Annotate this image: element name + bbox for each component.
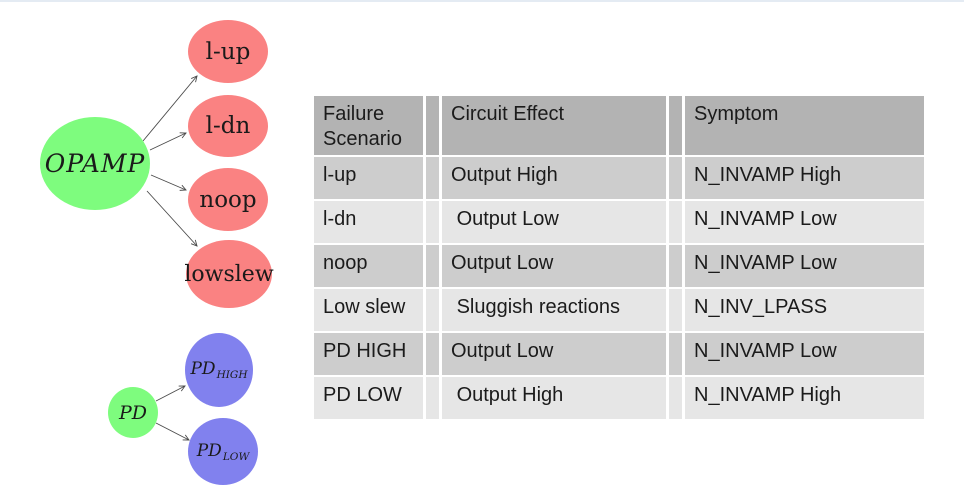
cell-spacer xyxy=(426,245,439,287)
cell-scenario: Low slew xyxy=(314,289,423,331)
header-failure-scenario: Failure Scenario xyxy=(314,96,423,155)
window-top-edge xyxy=(0,0,964,2)
cell-spacer xyxy=(669,157,682,199)
node-pd-high-label: PDHIGH xyxy=(190,359,248,382)
node-pd: PD xyxy=(108,387,158,438)
node-noop-label: noop xyxy=(199,186,257,213)
cell-spacer xyxy=(669,245,682,287)
cell-spacer xyxy=(669,289,682,331)
node-l-up: l-up xyxy=(188,20,268,83)
cell-symptom: N_INVAMP High xyxy=(685,157,924,199)
cell-scenario: l-up xyxy=(314,157,423,199)
cell-effect: Output Low xyxy=(442,245,666,287)
node-pd-high-subscript: HIGH xyxy=(216,369,248,382)
cell-scenario: l-dn xyxy=(314,201,423,243)
arrow-pd-to-pd-high xyxy=(155,385,186,402)
cell-effect: Output Low xyxy=(442,333,666,375)
node-pd-low-subscript: LOW xyxy=(222,450,250,463)
cell-spacer xyxy=(426,201,439,243)
header-spacer-2 xyxy=(669,96,682,155)
cell-symptom: N_INVAMP Low xyxy=(685,333,924,375)
header-spacer-1 xyxy=(426,96,439,155)
header-circuit-effect: Circuit Effect xyxy=(442,96,666,155)
cell-scenario: noop xyxy=(314,245,423,287)
cell-spacer xyxy=(669,201,682,243)
cell-symptom: N_INV_LPASS xyxy=(685,289,924,331)
node-l-up-label: l-up xyxy=(205,38,251,65)
cell-spacer xyxy=(426,157,439,199)
cell-symptom: N_INVAMP High xyxy=(685,377,924,419)
failure-table: Failure Scenario Circuit Effect Symptom … xyxy=(314,96,924,419)
cell-spacer xyxy=(426,333,439,375)
node-l-dn-label: l-dn xyxy=(205,113,251,139)
node-pd-label: PD xyxy=(118,401,148,424)
node-l-dn: l-dn xyxy=(188,95,268,157)
arrow-opamp-to-l-up xyxy=(142,75,198,142)
cell-scenario: PD HIGH xyxy=(314,333,423,375)
cell-effect: Sluggish reactions xyxy=(442,289,666,331)
cell-spacer xyxy=(669,377,682,419)
node-opamp: OPAMP xyxy=(40,117,150,210)
cell-symptom: N_INVAMP Low xyxy=(685,201,924,243)
cell-spacer xyxy=(669,333,682,375)
arrow-opamp-to-l-dn xyxy=(149,132,187,151)
node-lowslew: lowslew xyxy=(184,240,274,308)
cell-effect: Output High xyxy=(442,377,666,419)
cell-effect: Output Low xyxy=(442,201,666,243)
cell-effect: Output High xyxy=(442,157,666,199)
diagram-arrows xyxy=(142,75,198,441)
node-noop: noop xyxy=(188,168,268,231)
cell-spacer xyxy=(426,289,439,331)
node-pd-high: PDHIGH xyxy=(185,333,253,407)
cell-symptom: N_INVAMP Low xyxy=(685,245,924,287)
arrow-pd-to-pd-low xyxy=(155,422,190,441)
arrow-opamp-to-lowslew xyxy=(146,190,198,247)
cell-scenario: PD LOW xyxy=(314,377,423,419)
arrow-opamp-to-noop xyxy=(150,174,187,191)
node-lowslew-label: lowslew xyxy=(184,261,274,287)
node-pd-low: PDLOW xyxy=(188,418,258,485)
node-pd-low-label: PDLOW xyxy=(196,440,250,463)
header-symptom: Symptom xyxy=(685,96,924,155)
fault-diagram: OPAMP l-up l-dn noop lowslew PD PDHIGH P… xyxy=(0,0,310,492)
cell-spacer xyxy=(426,377,439,419)
node-opamp-label: OPAMP xyxy=(44,149,146,178)
